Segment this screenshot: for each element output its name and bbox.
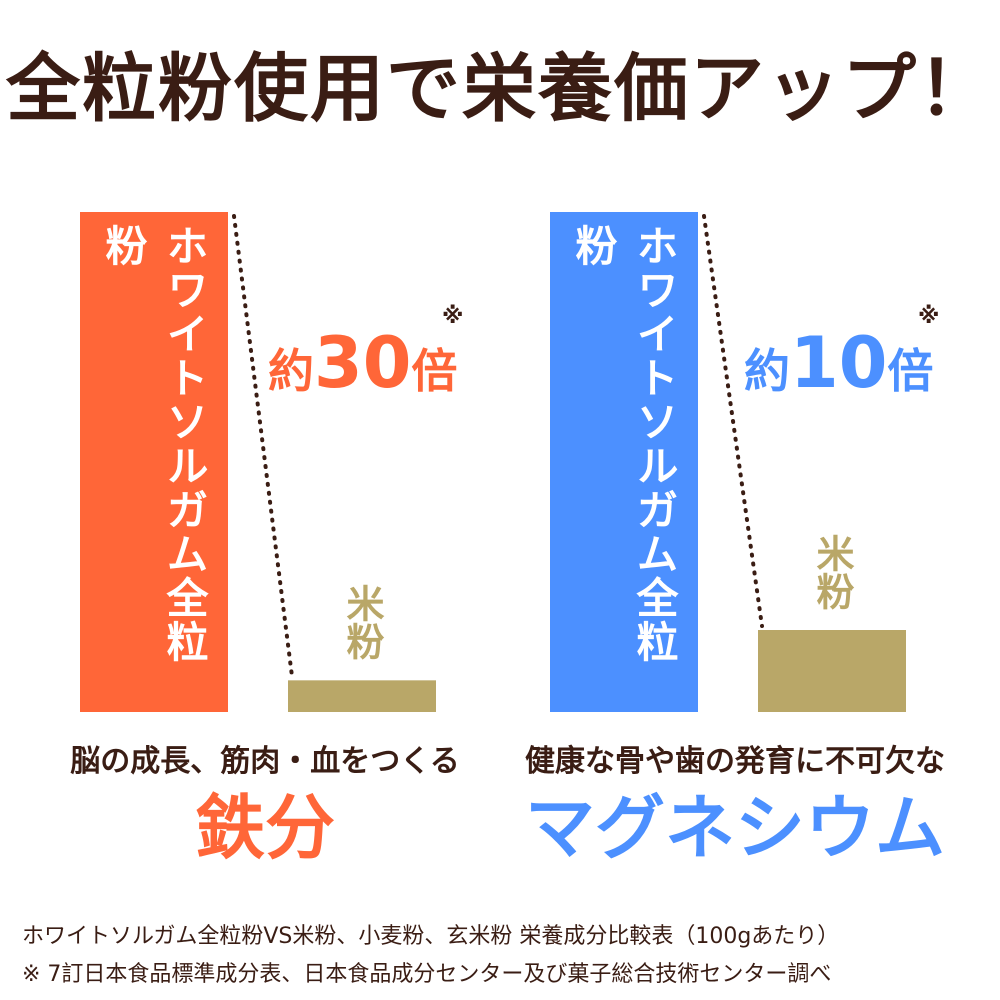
- sorghum-bar: [80, 212, 228, 712]
- ratio-label: 約10倍 ※: [744, 306, 939, 399]
- note-mark: ※: [918, 304, 940, 329]
- magnesium-chart-plot: [550, 212, 906, 712]
- rice-bar-label: 米粉: [810, 534, 854, 610]
- iron-title: 鉄分: [195, 787, 335, 869]
- magnesium-chart: ホワイトソルガム全粒粉 米粉 約10倍 ※: [500, 200, 970, 720]
- footnote-1: ホワイトソルガム全粒粉VS米粉、小麦粉、玄米粉 栄養成分比較表（100gあたり）: [22, 924, 840, 949]
- iron-chart-plot: [80, 212, 436, 712]
- footnote-2: ※ 7訂日本食品標準成分表、日本食品成分センター及び菓子総合技術センター調べ: [22, 962, 832, 987]
- magnesium-title: マグネシウム: [525, 787, 945, 869]
- sorghum-bar-label: ホワイトソルガム全粒粉: [99, 224, 209, 664]
- connector-dotted-line: [702, 214, 764, 628]
- iron-description: 脳の成長、筋肉・血をつくる: [70, 744, 460, 779]
- ratio-prefix: 約: [268, 344, 314, 398]
- sorghum-bar-label: ホワイトソルガム全粒粉: [569, 224, 679, 664]
- connector-dotted-line: [232, 214, 294, 679]
- magnesium-description: 健康な骨や歯の発育に不可欠な: [525, 744, 945, 779]
- ratio-suffix: 倍: [887, 344, 934, 398]
- ratio-number: 10: [790, 322, 888, 404]
- ratio-number: 30: [314, 322, 412, 404]
- page-title: 全粒粉使用で栄養価アップ！: [6, 46, 994, 132]
- iron-chart: ホワイトソルガム全粒粉 米粉 約30倍 ※: [30, 200, 500, 720]
- ratio-label: 約30倍 ※: [268, 306, 463, 399]
- rice-bar-label: 米粉: [340, 584, 384, 661]
- rice-bar: [758, 630, 906, 712]
- rice-bar: [288, 680, 436, 712]
- note-mark: ※: [442, 304, 464, 329]
- ratio-suffix: 倍: [411, 344, 458, 398]
- ratio-prefix: 約: [744, 344, 790, 398]
- sorghum-bar: [550, 212, 698, 712]
